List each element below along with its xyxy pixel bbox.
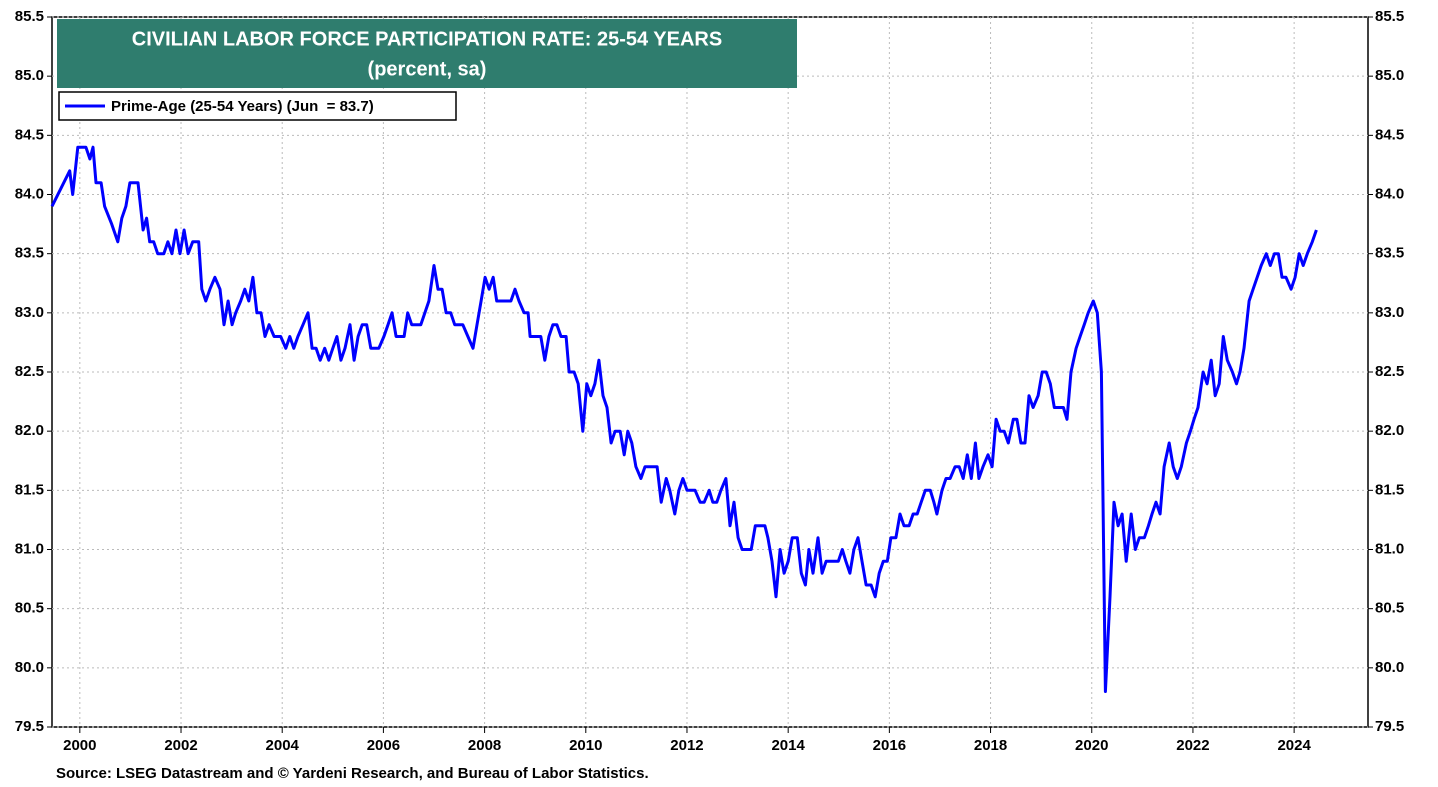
y2-tick-label: 79.5 xyxy=(1375,718,1404,735)
y-tick-label: 79.5 xyxy=(15,718,44,735)
data-line xyxy=(50,145,1318,693)
x-tick-label: 2016 xyxy=(873,737,906,754)
y2-tick-label: 80.0 xyxy=(1375,659,1404,676)
plot-frame xyxy=(51,16,1369,728)
y2-tick-label: 83.0 xyxy=(1375,304,1404,321)
source-note: Source: LSEG Datastream and © Yardeni Re… xyxy=(56,765,649,782)
y2-tick-label: 84.5 xyxy=(1375,126,1404,143)
x-tick-label: 2000 xyxy=(63,737,96,754)
y-tick-label: 82.5 xyxy=(15,363,44,380)
y2-tick-label: 85.0 xyxy=(1375,67,1404,84)
marks xyxy=(50,145,1318,693)
y-tick-label: 82.0 xyxy=(15,422,44,439)
y2-tick-label: 85.5 xyxy=(1375,8,1404,25)
y-tick-label: 85.5 xyxy=(15,8,44,25)
y-tick-label: 83.5 xyxy=(15,245,44,262)
y-tick-label: 83.0 xyxy=(15,304,44,321)
y2-tick-label: 82.5 xyxy=(1375,363,1404,380)
y-tick-label: 85.0 xyxy=(15,67,44,84)
x-tick-label: 2012 xyxy=(670,737,703,754)
y2-tick-label: 81.5 xyxy=(1375,481,1404,498)
y-tick-label: 84.0 xyxy=(15,185,44,202)
y2-tick-label: 80.5 xyxy=(1375,600,1404,617)
y-tick-label: 84.5 xyxy=(15,126,44,143)
legend-box xyxy=(58,91,457,121)
chart-title: CIVILIAN LABOR FORCE PARTICIPATION RATE:… xyxy=(132,28,722,50)
chart-subtitle: (percent, sa) xyxy=(368,58,487,80)
x-tick-label: 2010 xyxy=(569,737,602,754)
y-tick-label: 81.0 xyxy=(15,540,44,557)
y2-tick-label: 83.5 xyxy=(1375,245,1404,262)
y-tick-label: 81.5 xyxy=(15,481,44,498)
x-tick-label: 2018 xyxy=(974,737,1007,754)
x-tick-label: 2004 xyxy=(266,737,300,754)
y2-tick-label: 84.0 xyxy=(1375,185,1404,202)
y-tick-label: 80.5 xyxy=(15,600,44,617)
x-tick-label: 2020 xyxy=(1075,737,1108,754)
x-tick-label: 2002 xyxy=(164,737,197,754)
x-tick-label: 2008 xyxy=(468,737,501,754)
y2-tick-label: 82.0 xyxy=(1375,422,1404,439)
y2-tick-label: 81.0 xyxy=(1375,540,1404,557)
x-tick-label: 2006 xyxy=(367,737,400,754)
x-tick-label: 2014 xyxy=(771,737,805,754)
x-tick-label: 2022 xyxy=(1176,737,1209,754)
y-tick-label: 80.0 xyxy=(15,659,44,676)
title-box xyxy=(57,19,797,88)
x-tick-label: 2024 xyxy=(1277,737,1311,754)
legend-label: Prime-Age (25-54 Years) (Jun = 83.7) xyxy=(111,98,374,115)
grid xyxy=(52,16,1368,728)
